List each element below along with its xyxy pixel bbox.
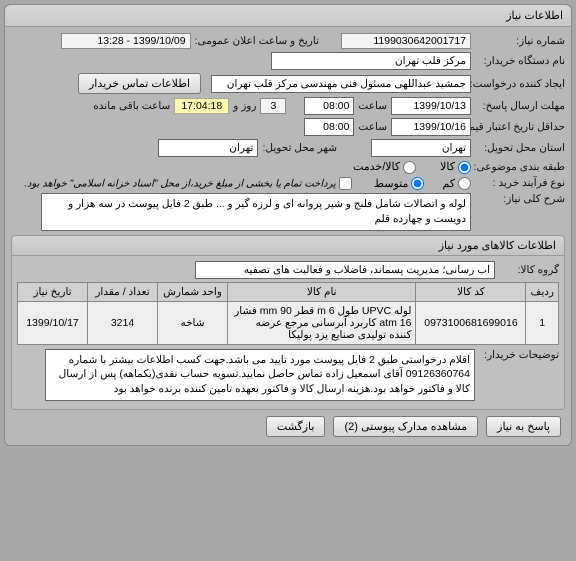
delivery-prov-label: استان محل تحویل: [475,142,565,154]
footer-buttons: پاسخ به نیاز مشاهده مدارک پیوستی (2) باز… [11,410,565,439]
back-button[interactable]: بازگشت [266,416,326,437]
service-radio-label[interactable]: کالا/خدمت [353,160,416,174]
group-label: گروه کالا: [499,264,559,276]
general-desc-text[interactable] [41,193,471,230]
cell-qty: 3214 [88,301,158,344]
remain-time: 17:04:18 [174,98,229,114]
delivery-city-label: شهر محل تحویل: [262,142,337,154]
creator-label: ایجاد کننده درخواست: [475,78,565,90]
deadline-reply-label: مهلت ارسال پاسخ: [475,100,565,112]
panel-title: اطلاعات نیاز [5,5,571,27]
buyer-note-label: توضیحات خریدار: [479,349,559,361]
cell-date: 1399/10/17 [18,301,88,344]
col-unit: واحد شمارش [158,282,228,301]
budget-cls-label: طبقه بندی موضوعی: [475,161,565,173]
contact-buyer-button[interactable]: اطلاعات تماس خریدار [78,73,201,94]
proc-mid-radio[interactable] [411,177,424,190]
cell-code: 0973100681699016 [416,301,526,344]
reply-button[interactable]: پاسخ به نیاز [486,416,561,437]
pay-note-text: پرداخت تمام یا بخشی از مبلغ خرید،از محل … [24,178,336,189]
buyer-label: نام دستگاه خریدار: [475,55,565,67]
proc-type-label: نوع فرآیند خرید : [475,177,565,189]
proc-low-radio[interactable] [458,177,471,190]
delivery-prov[interactable] [371,139,471,157]
cell-unit: شاخه [158,301,228,344]
proc-low-label[interactable]: کم [442,177,471,191]
need-no-label: شماره نیاز: [475,35,565,47]
group-input[interactable] [195,261,495,279]
pay-note-checkbox[interactable] [339,177,352,190]
col-name: نام کالا [228,282,416,301]
min-valid-time-label: ساعت [358,121,387,133]
general-desc-label: شرح کلی نیاز: [475,193,565,205]
announce-label: تاریخ و ساعت اعلان عمومی: [195,35,319,47]
items-table: ردیف کد کالا نام کالا واحد شمارش تعداد /… [17,282,559,345]
deadline-reply-date[interactable] [391,97,471,115]
creator-input[interactable] [211,75,471,93]
remain-days-label: روز و [233,100,256,112]
table-row[interactable]: 1 0973100681699016 لوله UPVC طول m 6 قطر… [18,301,559,344]
table-header-row: ردیف کد کالا نام کالا واحد شمارش تعداد /… [18,282,559,301]
remain-days: 3 [260,98,286,114]
buyer-input[interactable] [271,52,471,70]
remain-after-label: ساعت باقی مانده [93,100,170,112]
deadline-time-label: ساعت [358,100,387,112]
goods-radio-label[interactable]: کالا [440,160,471,174]
proc-mid-label[interactable]: متوسط [374,177,425,191]
pay-note-check-label[interactable]: پرداخت تمام یا بخشی از مبلغ خرید،از محل … [24,177,352,190]
attachments-button[interactable]: مشاهده مدارک پیوستی (2) [333,416,478,437]
col-idx: ردیف [526,282,559,301]
need-no-value: 1199030642001717 [341,33,471,49]
col-code: کد کالا [416,282,526,301]
service-radio[interactable] [403,161,416,174]
col-date: تاریخ نیاز [18,282,88,301]
items-section-title: اطلاعات کالاهای مورد نیاز [12,236,564,256]
delivery-city[interactable] [158,139,258,157]
cell-idx: 1 [526,301,559,344]
min-valid-label: حداقل تاریخ اعتبار قیمت: تا تاریخ: [475,121,565,133]
goods-radio[interactable] [458,161,471,174]
deadline-reply-time[interactable] [304,97,354,115]
buyer-note-text[interactable] [45,349,475,401]
col-qty: تعداد / مقدار [88,282,158,301]
announce-value: 1399/10/09 - 13:28 [61,33,191,49]
min-valid-time[interactable] [304,118,354,136]
need-info-panel: اطلاعات نیاز شماره نیاز: 119903064200171… [4,4,572,446]
items-section: اطلاعات کالاهای مورد نیاز گروه کالا: ردی… [11,235,565,410]
panel-body: شماره نیاز: 1199030642001717 تاریخ و ساع… [5,27,571,445]
min-valid-date[interactable] [391,118,471,136]
cell-name: لوله UPVC طول m 6 قطر mm 90 فشار atm 16 … [228,301,416,344]
